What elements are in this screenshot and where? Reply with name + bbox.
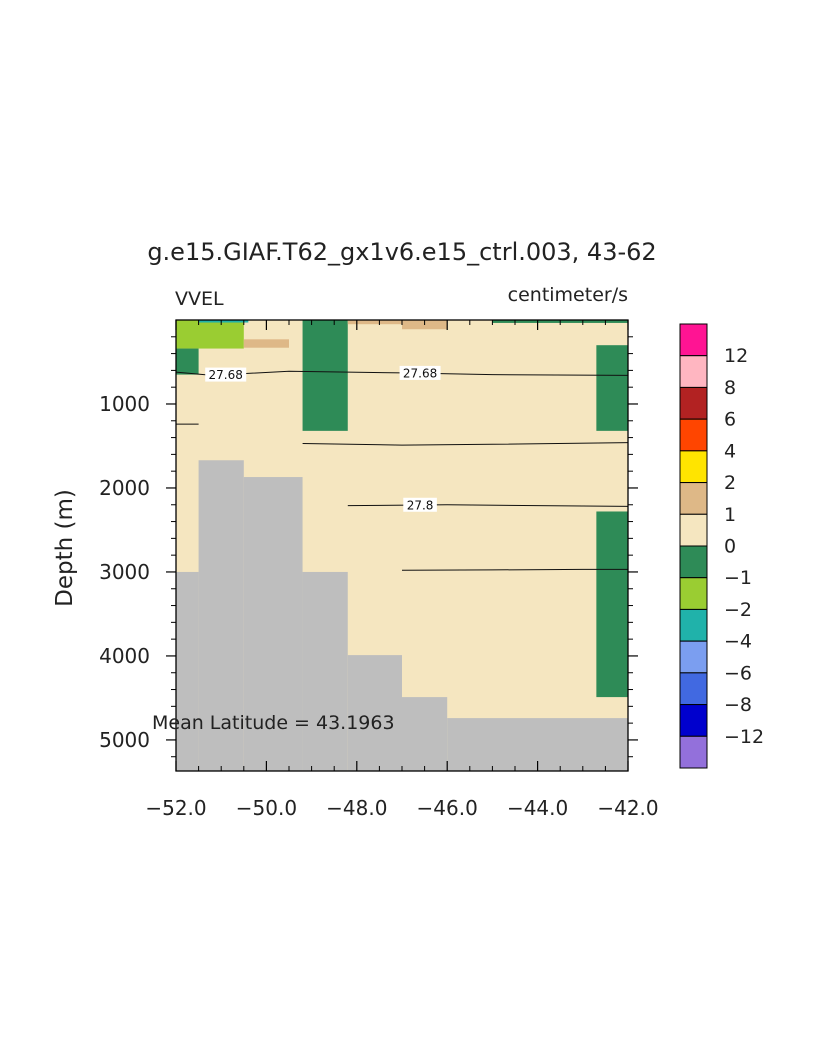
colorbar-label: 4 — [724, 440, 736, 462]
plot-area: 27.68 27.68 27.8 −52.0 −50.0 −48.0 −46.0 −44.0… — [99, 319, 659, 820]
colorbar-label: −8 — [724, 694, 752, 716]
y-tick-label: 1000 — [99, 392, 150, 416]
contour-label-box — [399, 365, 441, 380]
y-tick-label: 3000 — [99, 560, 150, 584]
colorbar-swatch-10 — [679, 640, 708, 674]
land-column-3 — [302, 571, 348, 771]
colorbar-swatch-7 — [679, 545, 708, 579]
colorbar-label: 6 — [724, 409, 736, 431]
x-tick-label: −44.0 — [507, 796, 568, 820]
colorbar-label: −4 — [724, 631, 752, 653]
shaded-cells — [176, 320, 628, 698]
y-tick-label: 4000 — [99, 644, 150, 668]
y-tick-label: 2000 — [99, 476, 150, 500]
land-column-2 — [243, 477, 303, 771]
land-column-0 — [176, 571, 199, 771]
colorbar-label: −12 — [724, 726, 764, 748]
shaded-cell-3 — [243, 339, 289, 348]
y-axis: 1000 2000 3000 4000 5000 — [99, 336, 638, 758]
land-column-1 — [198, 460, 244, 771]
contour-line-4 — [401, 568, 628, 571]
contour-label-box — [205, 367, 247, 382]
variable-label: VVEL — [175, 288, 224, 310]
colorbar-label: 12 — [724, 345, 748, 367]
colorbar-swatch-1 — [679, 355, 708, 388]
contour-label-box — [403, 497, 437, 512]
contour-label: 27.68 — [403, 366, 437, 380]
x-tick-label: −52.0 — [145, 796, 206, 820]
shaded-cell-0 — [176, 320, 244, 349]
contour-label: 27.68 — [209, 368, 243, 382]
colorbar-label: −6 — [724, 662, 752, 684]
contour-line-3 — [347, 504, 629, 507]
chart-title: g.e15.GIAF.T62_gx1v6.e15_ctrl.003, 43-62 — [147, 238, 656, 266]
contour-label: 27.8 — [407, 498, 434, 512]
y-tick-label: 5000 — [99, 728, 150, 752]
colorbar-swatch-3 — [679, 418, 708, 452]
colorbar-swatch-9 — [679, 608, 708, 642]
colorbar-label: −1 — [724, 567, 752, 589]
shaded-cell-5 — [347, 320, 402, 325]
shaded-cell-9 — [596, 511, 628, 698]
colorbar-label: 8 — [724, 377, 736, 399]
land-mask — [176, 460, 628, 771]
colorbar-label: 2 — [724, 472, 736, 494]
colorbar-label: −2 — [724, 599, 752, 621]
land-column-5 — [402, 697, 448, 771]
colorbar-swatch-13 — [679, 735, 708, 769]
colorbar-swatch-6 — [679, 513, 708, 547]
units-label: centimeter/s — [508, 284, 628, 306]
colorbar-swatch-2 — [679, 386, 708, 420]
colorbar-swatch-11 — [679, 672, 708, 706]
contour-line-2 — [302, 442, 629, 446]
colorbar-swatch-4 — [679, 450, 708, 484]
colorbar-swatch-0 — [679, 323, 708, 357]
shaded-cell-4 — [302, 320, 348, 431]
land-column-4 — [347, 655, 402, 771]
colorbar-swatch-5 — [679, 482, 708, 515]
x-tick-label: −46.0 — [417, 796, 478, 820]
y-axis-title: Depth (m) — [52, 489, 78, 607]
colorbar-swatch-12 — [679, 704, 708, 737]
shaded-cell-2 — [176, 348, 199, 375]
x-tick-label: −50.0 — [236, 796, 297, 820]
x-tick-label: −42.0 — [597, 796, 658, 820]
x-tick-label: −48.0 — [326, 796, 387, 820]
colorbar-label: 1 — [724, 504, 736, 526]
x-axis: −52.0 −50.0 −48.0 −46.0 −44.0 −42.0 — [145, 320, 659, 820]
colorbar: 12 8 6 4 2 1 0 −1 −2 −4 −6 −8 −12 — [679, 323, 764, 769]
shaded-cell-1 — [198, 320, 249, 323]
mean-latitude-annotation: Mean Latitude = 43.1963 — [152, 712, 395, 734]
colorbar-swatch-8 — [679, 577, 708, 610]
colorbar-label: 0 — [724, 536, 736, 558]
shaded-cell-8 — [596, 345, 628, 431]
contour-lines: 27.68 27.68 27.8 — [175, 365, 629, 571]
